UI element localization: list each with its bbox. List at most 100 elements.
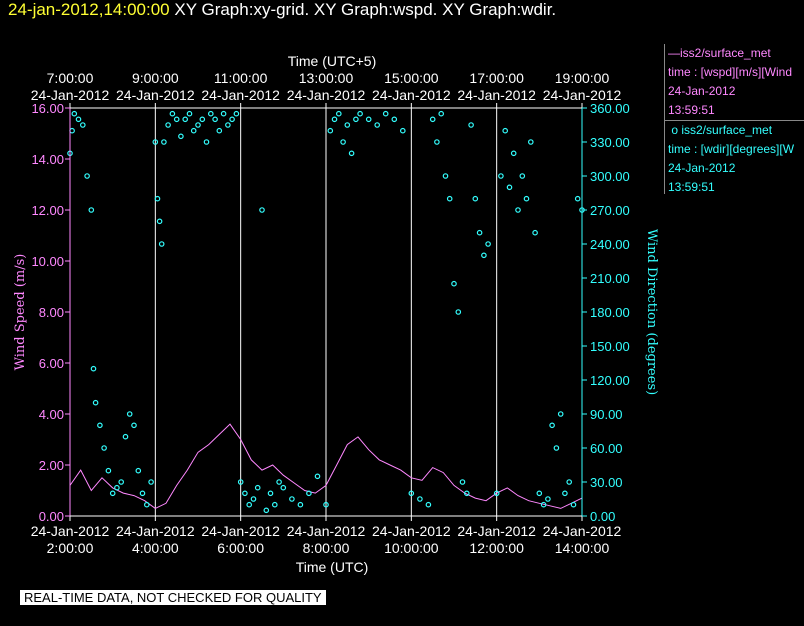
wdir-point <box>154 195 161 202</box>
top-axis-label: Time (UTC+5) <box>288 53 377 69</box>
wdir-point <box>353 116 359 123</box>
left-tick-label: 16.00 <box>31 101 64 116</box>
wdir-point <box>225 122 231 128</box>
right-tick-label: 210.00 <box>590 271 630 286</box>
wdir-point <box>502 127 509 134</box>
wdir-point <box>506 184 513 191</box>
wdir-point <box>165 122 171 128</box>
wdir-point <box>344 122 351 128</box>
wdir-point <box>536 490 543 497</box>
right-tick-label: 180.00 <box>590 305 630 320</box>
wdir-point <box>250 496 257 502</box>
wdir-point <box>280 484 287 491</box>
wdir-point <box>357 110 363 117</box>
wdir-point <box>493 490 500 497</box>
legend-wdir-swatch: o <box>668 123 682 137</box>
wdir-point <box>523 195 530 202</box>
wdir-point <box>408 490 415 497</box>
header-graph-title-1: XY Graph:xy-grid. <box>174 0 310 19</box>
wdir-point <box>152 139 159 145</box>
wdir-point <box>246 501 253 508</box>
wdir-point <box>425 501 432 508</box>
wdir-point <box>289 496 295 502</box>
left-tick-label: 14.00 <box>31 152 64 167</box>
wdir-point <box>476 229 483 236</box>
wdir-point <box>562 490 568 497</box>
wdir-point <box>237 479 244 485</box>
bottom-tick-time: 8:00:00 <box>303 540 350 556</box>
header-timestamp: 24-jan-2012,14:00:00 <box>8 0 170 19</box>
wdir-point <box>259 207 265 213</box>
wdir-point <box>156 218 163 225</box>
right-tick-label: 30.00 <box>590 475 623 490</box>
wdir-point <box>451 280 457 287</box>
bottom-tick-time: 12:00:00 <box>469 540 524 556</box>
graph-header: 24-jan-2012,14:00:00 XY Graph:xy-grid. X… <box>8 0 556 20</box>
legend-wspd: —iss2/surface_met time : [wspd][m/s][Win… <box>664 44 804 120</box>
wdir-point <box>434 139 440 145</box>
wdir-point <box>242 490 248 497</box>
wdir-point <box>442 173 449 179</box>
wdir-point <box>365 116 372 123</box>
legend: —iss2/surface_met time : [wspd][m/s][Win… <box>664 44 804 194</box>
wdir-point <box>216 127 223 134</box>
bottom-tick-date: 24-Jan-2012 <box>287 523 366 539</box>
wdir-point <box>515 207 521 213</box>
wdir-point <box>391 116 398 123</box>
wdir-point <box>323 501 329 508</box>
top-tick-date: 24-Jan-2012 <box>372 87 451 103</box>
top-tick-time: 11:00:00 <box>214 70 268 86</box>
wdir-point <box>463 490 470 497</box>
wdir-point <box>297 501 304 508</box>
wdir-point <box>126 411 133 417</box>
wdir-point <box>271 501 278 508</box>
wdir-point <box>348 150 355 157</box>
wdir-point <box>75 116 82 123</box>
wdir-point <box>566 479 573 485</box>
legend-wdir-title: iss2/surface_met <box>681 123 773 137</box>
legend-wspd-expr: time : [wspd][m/s][Wind <box>668 65 793 79</box>
wdir-point <box>498 173 504 179</box>
right-tick-label: 60.00 <box>590 441 623 456</box>
wdir-point <box>485 241 491 247</box>
right-tick-label: 330.00 <box>590 135 630 150</box>
wdir-point <box>92 399 99 406</box>
legend-wdir: o iss2/surface_met time : [wdir][degrees… <box>664 121 804 194</box>
wdir-point <box>314 473 321 480</box>
wdir-point <box>182 116 189 123</box>
bottom-axis-label: Time (UTC) <box>296 559 369 575</box>
grid-layer <box>154 108 498 516</box>
wdir-point <box>80 122 86 128</box>
wdir-series <box>67 110 585 514</box>
wdir-point <box>118 479 125 485</box>
bottom-tick-date: 24-Jan-2012 <box>543 523 622 539</box>
header-graph-title-2: XY Graph:wspd. <box>313 0 438 19</box>
wdir-point <box>109 490 116 497</box>
wdir-point <box>233 110 240 117</box>
wdir-point <box>139 490 146 497</box>
header-graph-title-3: XY Graph:wdir. <box>442 0 557 19</box>
wdir-point <box>97 422 103 429</box>
wdir-point <box>335 110 342 117</box>
wdir-point <box>144 501 150 508</box>
wdir-point <box>374 122 381 128</box>
wdir-point <box>158 241 165 247</box>
wdir-point <box>429 116 436 123</box>
wdir-point <box>195 122 201 128</box>
wdir-point <box>208 110 214 117</box>
bottom-tick-date: 24-Jan-2012 <box>116 523 195 539</box>
wdir-point <box>557 411 564 417</box>
legend-wdir-time: 13:59:51 <box>668 180 715 194</box>
wdir-point <box>472 195 479 202</box>
legend-wdir-expr: time : [wdir][degrees][W <box>668 142 795 156</box>
wdir-point <box>510 150 517 157</box>
bottom-tick-date: 24-Jan-2012 <box>31 523 110 539</box>
wdir-point <box>90 365 97 372</box>
top-tick-time: 9:00:00 <box>132 70 179 86</box>
bottom-tick-time: 2:00:00 <box>47 540 94 556</box>
right-tick-label: 120.00 <box>590 373 630 388</box>
wdir-point <box>122 433 129 440</box>
wdir-point <box>101 445 107 451</box>
wspd-line <box>69 423 583 509</box>
